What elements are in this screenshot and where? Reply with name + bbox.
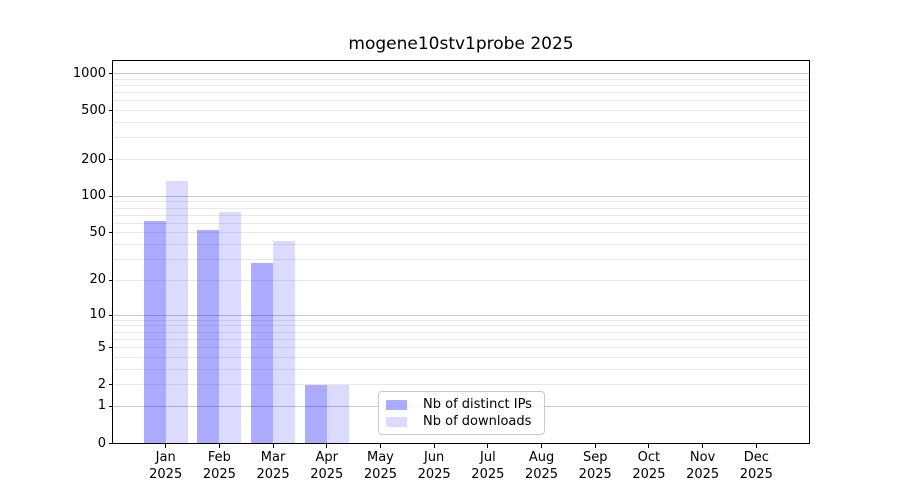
gridline-minor-4 [113,356,810,358]
y-tick-mark-200 [109,159,113,161]
y-tick-mark-1 [109,405,113,407]
plot-area [112,60,810,444]
x-tick-label-jul: Jul 2025 [471,450,505,482]
gridline-major-1000 [113,73,810,75]
y-tick-label-0: 0 [97,435,106,451]
gridline-minor-700 [113,92,810,94]
bar-distinct-ips-mar [251,263,274,443]
bar-downloads-mar [273,240,296,443]
legend-swatch-downloads-icon [386,416,407,427]
y-tick-label-1000: 1000 [72,65,106,81]
x-tick-mark-feb [218,444,220,448]
gridline-minor-60 [113,222,810,224]
x-tick-label-aug: Aug 2025 [524,450,559,482]
gridline-minor-30 [113,259,810,261]
gridline-minor-3 [113,368,810,370]
bar-distinct-ips-apr [304,384,327,443]
gridline-minor-40 [113,244,810,246]
gridline-minor-600 [113,100,810,102]
gridline-major-100 [113,195,810,197]
gridline-minor-8 [113,325,810,327]
x-tick-mark-aug [541,444,543,448]
x-tick-label-feb: Feb 2025 [202,450,236,482]
gridline-minor-400 [113,122,810,124]
legend-swatch-distinct-ips-icon [386,399,407,410]
y-tick-label-10: 10 [89,307,106,323]
y-tick-label-20: 20 [89,272,106,288]
x-tick-mark-jul [487,444,489,448]
y-tick-label-2: 2 [97,376,106,392]
y-tick-label-5: 5 [97,339,106,355]
gridline-minor-9 [113,319,810,321]
y-tick-mark-50 [109,232,113,234]
gridline-minor-90 [113,201,810,203]
bar-downloads-jan [165,181,188,443]
bar-downloads-feb [219,211,242,443]
gridline-minor-20 [113,279,810,281]
y-tick-mark-1000 [109,73,113,75]
gridline-minor-7 [113,331,810,333]
y-tick-mark-5 [109,347,113,349]
gridline-minor-500 [113,110,810,112]
x-tick-mark-dec [755,444,757,448]
gridline-major-10 [113,314,810,316]
x-tick-label-mar: Mar 2025 [256,450,290,482]
y-tick-mark-0 [109,443,113,444]
y-tick-mark-20 [109,279,113,281]
legend-label-distinct-ips: Nb of distinct IPs [423,397,532,412]
x-tick-label-sep: Sep 2025 [578,450,612,482]
bar-distinct-ips-feb [197,229,220,443]
x-tick-label-may: May 2025 [363,450,397,482]
y-tick-mark-500 [109,110,113,112]
x-tick-mark-sep [594,444,596,448]
y-tick-mark-10 [109,314,113,316]
chart-title: mogene10stv1probe 2025 [348,34,574,54]
legend-item-downloads: Nb of downloads [379,413,544,430]
y-tick-label-100: 100 [81,188,106,204]
x-tick-label-apr: Apr 2025 [310,450,344,482]
gridline-minor-900 [113,78,810,80]
x-tick-mark-jan [165,444,167,448]
x-tick-label-jun: Jun 2025 [417,450,451,482]
bar-downloads-apr [326,384,349,443]
gridline-minor-200 [113,159,810,161]
legend: Nb of distinct IPs Nb of downloads [378,391,545,435]
gridline-minor-6 [113,338,810,340]
gridline-minor-80 [113,207,810,209]
gridline-minor-800 [113,85,810,86]
x-tick-mark-mar [272,444,274,448]
x-tick-label-oct: Oct 2025 [632,450,666,482]
x-tick-label-jan: Jan 2025 [149,450,183,482]
x-tick-label-dec: Dec 2025 [739,450,773,482]
bar-distinct-ips-jan [143,220,166,443]
gridline-minor-70 [113,214,810,216]
gridline-minor-50 [113,232,810,234]
x-tick-mark-jun [433,444,435,448]
y-tick-label-500: 500 [81,102,106,118]
legend-label-downloads: Nb of downloads [423,414,532,429]
y-tick-mark-2 [109,384,113,386]
x-tick-mark-nov [702,444,704,448]
x-tick-mark-apr [326,444,328,448]
gridline-minor-2 [113,384,810,386]
x-tick-label-nov: Nov 2025 [686,450,720,482]
y-tick-label-50: 50 [89,224,106,240]
y-tick-mark-100 [109,195,113,197]
legend-item-distinct-ips: Nb of distinct IPs [379,396,544,413]
x-tick-mark-may [379,444,381,448]
gridline-minor-300 [113,137,810,139]
y-tick-label-200: 200 [81,151,106,167]
y-tick-label-1: 1 [97,398,106,414]
x-tick-mark-oct [648,444,650,448]
gridline-minor-5 [113,347,810,349]
